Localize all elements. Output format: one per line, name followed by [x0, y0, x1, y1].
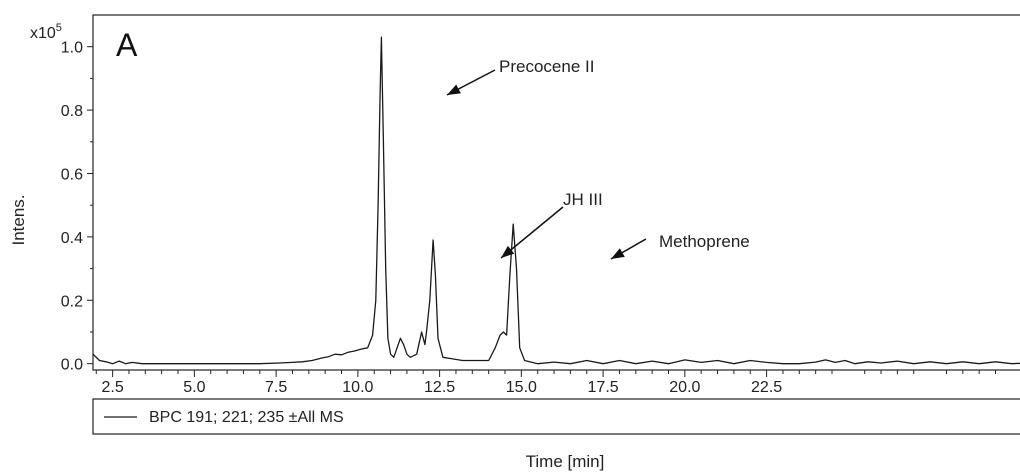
x-tick-label: 10.0 — [342, 379, 373, 396]
legend-label: BPC 191; 221; 235 ±All MS — [149, 409, 344, 426]
x-tick-label: 7.5 — [265, 379, 287, 396]
y-tick-label: 0.8 — [61, 103, 83, 120]
y-multiplier: x105 — [30, 22, 62, 42]
plot-frame — [92, 14, 1020, 371]
panel-label: A — [116, 27, 138, 63]
y-tick-label: 1.0 — [61, 40, 83, 57]
x-tick-label: 15.0 — [506, 379, 537, 396]
peak-annotation-arrow — [500, 206, 564, 259]
x-tick-label: 5.0 — [183, 379, 205, 396]
y-multiplier-exponent: 5 — [56, 22, 62, 34]
peak-annotation-label: Precocene II — [499, 57, 594, 76]
x-axis-title: Time [min] — [526, 452, 605, 471]
y-multiplier-base: x10 — [30, 25, 56, 42]
x-tick-label: 20.0 — [669, 379, 700, 396]
x-tick-label: 22.5 — [751, 379, 782, 396]
y-tick-label: 0.6 — [61, 166, 83, 183]
y-tick-label: 0.4 — [61, 230, 83, 247]
peak-annotation-label: JH III — [563, 190, 603, 209]
y-tick-label: 0.0 — [61, 357, 83, 374]
series-line-0 — [92, 36, 1020, 365]
arrowhead-icon — [611, 248, 625, 259]
arrowhead-icon — [501, 245, 515, 258]
x-tick-label: 17.5 — [588, 379, 619, 396]
y-tick-label: 0.2 — [61, 293, 83, 310]
legend-box — [92, 398, 1020, 435]
y-axis-title: Intens. — [9, 194, 28, 245]
x-tick-label: 2.5 — [101, 379, 123, 396]
peak-annotation-label: Methoprene — [659, 232, 750, 251]
x-tick-label: 12.5 — [424, 379, 455, 396]
arrowhead-icon — [447, 84, 461, 95]
